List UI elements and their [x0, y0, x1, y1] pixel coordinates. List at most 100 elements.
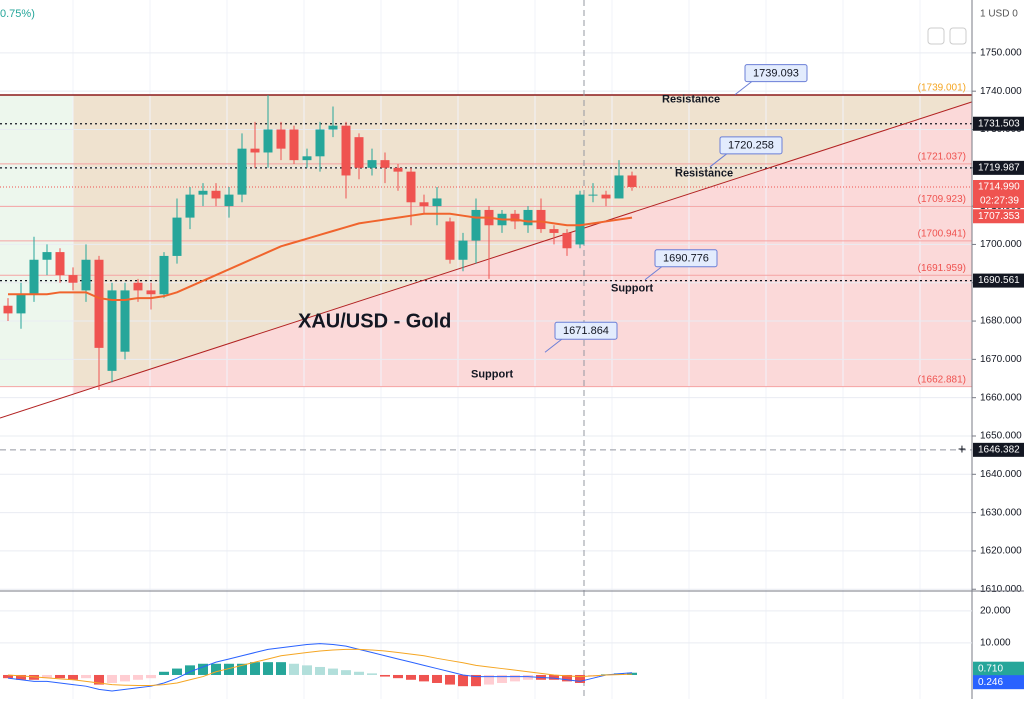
macd-hist	[627, 672, 637, 675]
macd-hist	[55, 674, 65, 679]
callout-box	[719, 136, 783, 155]
candle-body	[328, 125, 338, 130]
level-label: 1646.382	[978, 444, 1020, 455]
macd-hist	[224, 663, 234, 675]
macd-hist	[575, 674, 585, 683]
countdown-box	[973, 193, 1024, 208]
macd-hist	[393, 674, 403, 679]
macd-tick-label: 20.000	[980, 606, 1011, 617]
candle-body	[42, 252, 52, 260]
candle-body	[263, 129, 273, 153]
macd-hist	[42, 674, 52, 679]
candle-body	[575, 194, 585, 245]
button	[949, 27, 967, 45]
y-tick-label: 1750.000	[980, 48, 1022, 59]
candle-body	[133, 282, 143, 291]
level-label: 1714.990	[978, 182, 1020, 193]
macd-hist	[276, 662, 286, 675]
macd-hist	[432, 674, 442, 683]
macd-value-label: 0.246	[978, 677, 1003, 688]
candle-body	[224, 194, 234, 207]
y-tick-label: 1660.000	[980, 392, 1022, 403]
candle-body	[16, 294, 26, 314]
annotation: Resistance	[662, 94, 720, 106]
candle-body	[172, 217, 182, 256]
candle-body	[341, 125, 351, 176]
candle-body	[185, 194, 195, 218]
y-tick-label: 1670.000	[980, 354, 1022, 365]
candle-body	[627, 175, 637, 187]
cross-plus: +	[958, 441, 966, 457]
level-box	[973, 442, 1024, 457]
macd-hist	[185, 665, 195, 675]
level-label: (1700.941)	[918, 228, 966, 239]
trendline	[0, 101, 973, 419]
level-label: 1731.503	[978, 118, 1020, 129]
candle-body	[276, 129, 286, 149]
candle-body	[302, 156, 312, 161]
candle-body	[432, 198, 442, 207]
y-tick-label: 1620.000	[980, 546, 1022, 557]
macd-hist	[68, 674, 78, 680]
macd-tick-label: 10.000	[980, 638, 1011, 649]
level-label: (1739.001)	[918, 83, 966, 94]
y-tick-label: 1680.000	[980, 316, 1022, 327]
level-box	[973, 179, 1024, 194]
annotation: Support	[471, 369, 513, 381]
candle-body	[393, 167, 403, 172]
macd-hist	[16, 674, 26, 680]
y-tick-label: 1740.000	[980, 86, 1022, 97]
y-tick-label: 1650.000	[980, 431, 1022, 442]
candle-body	[458, 240, 468, 260]
candle-body	[588, 194, 598, 196]
level-label: (1662.881)	[918, 374, 966, 385]
macd-hist	[523, 674, 533, 680]
macd-hist	[484, 674, 494, 685]
y-tick-label: 1610.000	[980, 584, 1022, 595]
y-tick-label: 1630.000	[980, 507, 1022, 518]
candle-body	[159, 255, 169, 295]
macd-hist	[3, 674, 13, 679]
candle-body	[523, 209, 533, 226]
candle-body	[549, 229, 559, 233]
candle-body	[107, 290, 117, 371]
callout-label: 1690.776	[663, 253, 709, 265]
macd-hist	[497, 674, 507, 683]
macd-hist	[510, 674, 520, 682]
candle-body	[536, 209, 546, 230]
callout-label: 1739.093	[753, 68, 799, 80]
macd-hist	[107, 674, 117, 683]
level-label: (1691.959)	[918, 263, 966, 274]
macd-hist	[471, 674, 481, 687]
candle-body	[250, 148, 260, 153]
candle-body	[94, 259, 104, 348]
callout-pointer	[709, 152, 729, 168]
candle-body	[419, 202, 429, 207]
candle-body	[406, 171, 416, 203]
candle-body	[289, 129, 299, 161]
macd-value-label: 0.710	[978, 663, 1003, 674]
annotation: Support	[611, 282, 653, 294]
candle-body	[614, 175, 624, 199]
level-box	[973, 160, 1024, 175]
candle-body	[354, 137, 364, 168]
macd-hist	[445, 674, 455, 685]
candle-body	[601, 194, 611, 199]
candle-body	[3, 305, 13, 314]
macd-hist	[211, 663, 221, 675]
macd-hist	[172, 668, 182, 675]
level-label: (1721.037)	[918, 151, 966, 162]
macd-hist	[419, 674, 429, 682]
callout-box	[554, 321, 618, 340]
header-change: 0.75%)	[0, 8, 35, 20]
macd-value-box	[973, 675, 1024, 690]
macd-hist	[159, 671, 169, 675]
candle-body	[29, 259, 39, 295]
macd-hist	[133, 674, 143, 680]
annotation: Resistance	[675, 167, 733, 179]
level-label: (1709.923)	[918, 194, 966, 205]
countdown: 02:27:39	[980, 196, 1019, 207]
macd-hist	[354, 671, 364, 675]
candle-body	[68, 275, 78, 283]
